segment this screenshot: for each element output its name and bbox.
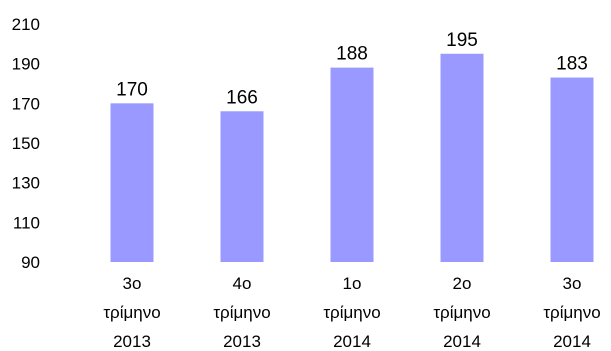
x-category-label: τρίμηνο bbox=[433, 303, 490, 322]
x-category-label: 3ο bbox=[563, 274, 582, 293]
x-category-label: τρίμηνο bbox=[213, 303, 270, 322]
bar bbox=[220, 111, 264, 263]
bars bbox=[110, 53, 594, 263]
x-category-label: 2ο bbox=[453, 274, 472, 293]
y-tick-label: 210 bbox=[12, 15, 40, 34]
x-category-label: 2014 bbox=[443, 332, 481, 351]
data-label: 195 bbox=[446, 30, 478, 51]
x-category-label: 3ο bbox=[123, 274, 142, 293]
x-category-label: 2013 bbox=[223, 332, 261, 351]
y-tick-label: 110 bbox=[13, 213, 40, 232]
x-category-label: τρίμηνο bbox=[103, 303, 160, 322]
data-label: 183 bbox=[556, 54, 588, 75]
x-category-label: 4ο bbox=[233, 274, 252, 293]
x-category-label: 1ο bbox=[343, 274, 362, 293]
x-category-label: 2014 bbox=[553, 332, 591, 351]
y-tick-label: 130 bbox=[12, 174, 40, 193]
y-axis: 90 110 130 150 170 190 210 bbox=[12, 15, 40, 272]
bar bbox=[330, 67, 374, 262]
x-category-label: τρίμηνο bbox=[543, 303, 600, 322]
x-category-label: 2014 bbox=[333, 332, 371, 351]
x-axis: 3ο τρίμηνο 2013 4ο τρίμηνο 2013 1ο τρίμηνο 2014 2… bbox=[103, 274, 600, 351]
y-tick-label: 150 bbox=[12, 134, 40, 153]
y-tick-label: 90 bbox=[21, 253, 40, 272]
data-label: 170 bbox=[116, 79, 148, 100]
bar bbox=[550, 77, 594, 262]
x-category-label: τρίμηνο bbox=[323, 303, 380, 322]
data-labels: 170 166 188 195 183 bbox=[116, 30, 588, 109]
data-label: 188 bbox=[336, 44, 368, 65]
y-tick-label: 190 bbox=[12, 55, 40, 74]
bar bbox=[110, 103, 154, 262]
data-label: 166 bbox=[226, 87, 258, 108]
y-tick-label: 170 bbox=[12, 94, 40, 113]
x-category-label: 2013 bbox=[113, 332, 151, 351]
bar bbox=[440, 53, 484, 262]
